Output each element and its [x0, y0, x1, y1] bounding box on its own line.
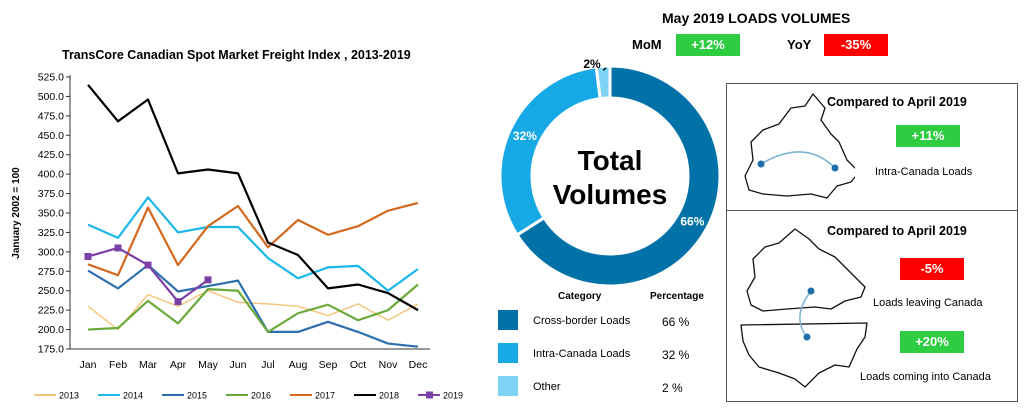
panel-cross-border: Compared to April 2019 -5% Loads leaving… — [726, 210, 1018, 402]
panel-2-label-leaving: Loads leaving Canada — [873, 297, 983, 309]
yoy-label: YoY — [787, 37, 812, 52]
mom-badge: +12% — [676, 34, 740, 56]
series-line-2015 — [87, 263, 419, 348]
panel-2-label-coming: Loads coming into Canada — [860, 371, 991, 383]
donut-legend-value: 2 % — [662, 381, 683, 395]
line-chart: TransCore Canadian Spot Market Freight I… — [0, 0, 470, 411]
donut-callout-line — [602, 67, 607, 71]
yoy-badge: -35% — [824, 34, 888, 56]
y-tick-label: 250.0 — [38, 285, 64, 297]
donut-legend-value: 32 % — [662, 348, 690, 362]
donut-legend-label: Cross-border Loads — [533, 315, 631, 327]
legend-marker-2019 — [426, 391, 433, 399]
x-tick-label: Sep — [319, 359, 338, 371]
donut-slice-0 — [515, 64, 722, 288]
main-title: May 2019 LOADS VOLUMES — [662, 10, 851, 26]
donut-legend-value: 66 % — [662, 315, 690, 329]
legend-label-2015: 2015 — [187, 391, 207, 401]
x-tick-label: Feb — [109, 359, 127, 371]
line-chart-svg: 525.0 500.0 475.0 450.0 425.0 400.0 375.0 350.0… — [11, 72, 463, 401]
panel-1-label: Intra-Canada Loads — [875, 166, 973, 178]
donut-center-label-1: Total — [578, 145, 643, 176]
series-point-2019 — [114, 244, 122, 252]
donut-slice-label: 66% — [680, 214, 704, 228]
x-tick-label: Jan — [80, 359, 97, 371]
mom-label: MoM — [632, 37, 662, 52]
x-tick-label: Nov — [379, 359, 398, 371]
panel-2-badge-leaving: -5% — [900, 258, 964, 280]
series-line-2013 — [87, 289, 419, 331]
series-line-2014 — [87, 196, 419, 292]
donut-slice-label: 2% — [583, 57, 601, 71]
y-tick-label: 475.0 — [38, 110, 64, 122]
legend-label-2019: 2019 — [443, 391, 463, 401]
x-tick-label: Mar — [139, 359, 158, 371]
donut-legend-label: Other — [533, 381, 561, 393]
legend-label-2014: 2014 — [123, 391, 143, 401]
donut-legend-swatch — [498, 343, 518, 363]
y-tick-label: 425.0 — [38, 149, 64, 161]
donut-legend-swatch — [498, 310, 518, 330]
y-tick-label: 300.0 — [38, 246, 64, 258]
series-point-2019 — [204, 276, 212, 284]
line-chart-title: TransCore Canadian Spot Market Freight I… — [62, 48, 411, 62]
y-tick-label: 225.0 — [38, 305, 64, 317]
y-tick-label: 500.0 — [38, 91, 64, 103]
x-tick-label: May — [198, 359, 219, 371]
y-tick-label: 375.0 — [38, 188, 64, 200]
series-line-2016 — [87, 283, 419, 334]
y-tick-label: 525.0 — [38, 72, 64, 84]
legend-label-2016: 2016 — [251, 391, 271, 401]
series-line-2017 — [87, 201, 419, 277]
panel-intra-canada: Compared to April 2019 +11% Intra-Canada… — [726, 83, 1018, 211]
y-tick-label: 350.0 — [38, 208, 64, 220]
y-tick-label: 325.0 — [38, 227, 64, 239]
y-tick-label: 450.0 — [38, 130, 64, 142]
donut-table-header-category: Category — [558, 291, 602, 302]
panel-2-title: Compared to April 2019 — [827, 224, 967, 238]
donut-table-header-percentage: Percentage — [650, 291, 704, 302]
y-tick-label: 400.0 — [38, 169, 64, 181]
x-tick-label: Jul — [261, 359, 274, 371]
series-point-2019 — [144, 261, 152, 269]
donut-slice-2 — [594, 64, 612, 101]
canada-map-icon — [744, 93, 855, 199]
donut-slice-label: 32% — [513, 129, 537, 143]
series-point-2019 — [174, 298, 182, 306]
panel-2-badge-coming: +20% — [900, 331, 964, 353]
series-point-2019 — [84, 253, 92, 261]
series-line-2019 — [87, 246, 209, 303]
donut-legend-swatch — [498, 376, 518, 396]
y-axis-label: January 2002 = 100 — [11, 167, 22, 259]
legend-label-2018: 2018 — [379, 391, 399, 401]
donut-legend-label: Intra-Canada Loads — [533, 348, 631, 360]
y-tick-label: 200.0 — [38, 324, 64, 336]
y-tick-label: 175.0 — [38, 344, 64, 356]
x-tick-label: Oct — [350, 359, 366, 371]
x-tick-label: Aug — [289, 359, 308, 371]
legend-label-2017: 2017 — [315, 391, 335, 401]
x-tick-label: Jun — [230, 359, 247, 371]
y-tick-label: 275.0 — [38, 266, 64, 278]
donut-center-label-2: Volumes — [553, 179, 668, 210]
x-tick-label: Apr — [170, 359, 187, 371]
canada-us-map-icon — [740, 228, 868, 388]
panel-1-badge: +11% — [896, 125, 960, 147]
series-line-2018 — [87, 84, 419, 312]
panel-1-title: Compared to April 2019 — [827, 95, 967, 109]
legend-label-2013: 2013 — [59, 391, 79, 401]
x-tick-label: Dec — [409, 359, 428, 371]
